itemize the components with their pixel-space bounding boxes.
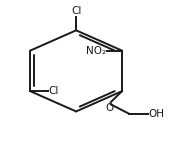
- Text: Cl: Cl: [48, 86, 58, 96]
- Text: NO₂: NO₂: [86, 46, 106, 56]
- Text: Cl: Cl: [71, 6, 81, 16]
- Text: OH: OH: [149, 109, 164, 119]
- Text: O: O: [106, 103, 114, 113]
